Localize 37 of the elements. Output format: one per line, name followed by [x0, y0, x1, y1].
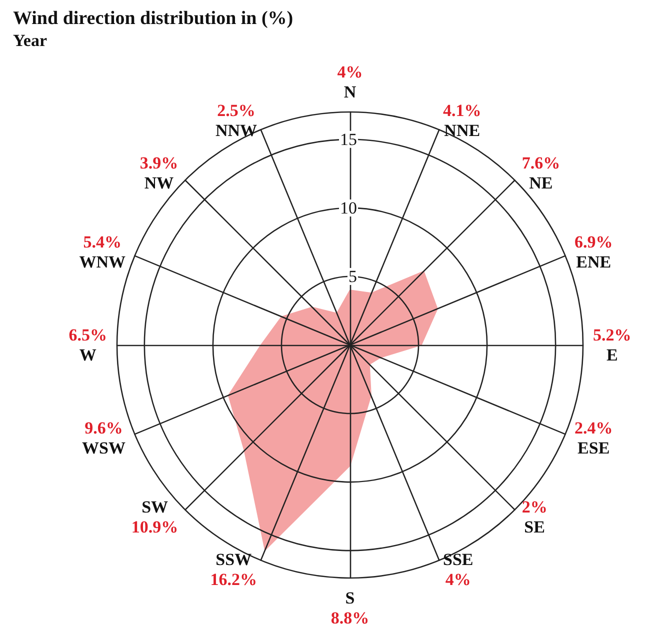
spoke-label: WNW: [79, 252, 126, 272]
spoke-label: SE: [524, 517, 545, 536]
text: 6.5%: [68, 326, 107, 344]
text: 9.6%: [84, 418, 123, 438]
text: 3.9%: [140, 154, 178, 173]
text: 2.5%: [217, 100, 256, 120]
text: 2.4%: [574, 418, 613, 438]
text: 4.1%: [442, 100, 482, 120]
text: 10.9%: [131, 517, 178, 536]
spoke-label: NW: [144, 174, 174, 193]
text: 6.9%: [574, 232, 613, 252]
spoke-label: N: [344, 82, 357, 102]
chart-subtitle: Year: [13, 31, 48, 50]
spoke-label: ESE: [578, 438, 610, 458]
text: 5.2%: [593, 326, 632, 344]
spoke-label: NE: [529, 174, 553, 193]
text: 2%: [522, 497, 548, 516]
spoke-label: W: [79, 346, 96, 364]
spoke-label: S: [345, 588, 355, 608]
spoke-label: ENE: [576, 252, 612, 272]
text: 8.8%: [330, 608, 370, 628]
y-tick-label: 15: [340, 130, 357, 149]
y-tick-label: 10: [340, 198, 357, 218]
spoke-label: NNW: [215, 120, 258, 140]
spoke-label: SSE: [442, 550, 474, 570]
spoke-label: SW: [142, 497, 168, 516]
spoke-label: E: [606, 346, 618, 364]
spoke-label: WSW: [82, 438, 126, 458]
y-tick-label: 5: [348, 266, 357, 286]
text: 4%: [337, 62, 363, 82]
chart-title: Wind direction distribution in (%): [13, 8, 294, 29]
text: 16.2%: [210, 570, 258, 590]
text: 7.6%: [522, 154, 560, 173]
spoke-label: SSW: [216, 550, 252, 570]
text: 5.4%: [83, 232, 122, 252]
text: 4%: [445, 570, 471, 590]
spoke-label: NNE: [444, 120, 480, 140]
